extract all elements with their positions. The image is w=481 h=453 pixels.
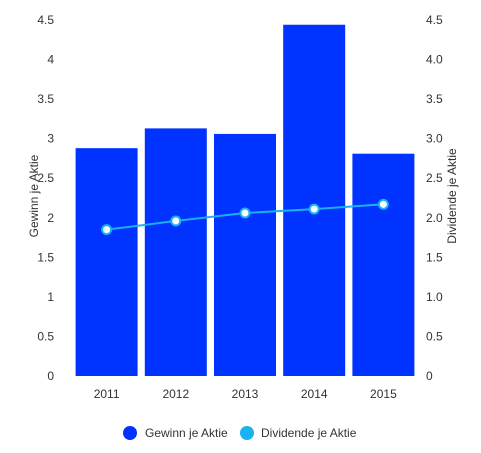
y-tick-label: 2.5: [37, 171, 54, 185]
y2-tick-label: 0.5: [426, 329, 443, 343]
x-tick-label: 2011: [94, 387, 120, 401]
x-tick-label: 2015: [370, 387, 397, 401]
y-tick-label: 4.5: [37, 13, 54, 27]
y2-tick-label: 1.0: [426, 290, 443, 304]
bar-2015: [352, 153, 415, 376]
y-tick-label: 0: [47, 369, 54, 383]
y-tick-label: 2: [47, 211, 54, 225]
y2-tick-label: 2.0: [426, 211, 443, 225]
bar-2013: [214, 133, 276, 376]
y2-tick-label: 4.5: [426, 13, 443, 27]
bar-2011: [75, 148, 138, 376]
x-axis-ticks: 2011 2012 2013 2014 2015: [94, 387, 397, 401]
y2-tick-label: 1.5: [426, 250, 443, 264]
y2-tick-label: 0: [426, 369, 433, 383]
legend-item-dividende[interactable]: Dividende je Aktie: [240, 426, 357, 440]
y-tick-label: 3.5: [37, 92, 54, 106]
y-tick-label: 0.5: [37, 329, 54, 343]
x-tick-label: 2013: [232, 387, 259, 401]
y-tick-label: 1.5: [37, 250, 54, 264]
y2-tick-label: 3.5: [426, 92, 443, 106]
dividend-point-2013: [239, 207, 251, 219]
dividend-point-2014: [308, 203, 320, 215]
y2-tick-label: 3.0: [426, 132, 443, 146]
y2-tick-label: 2.5: [426, 171, 443, 185]
line-series-group: [101, 198, 389, 236]
y2-axis-label: Dividende je Aktie: [445, 148, 459, 244]
legend-label-dividende: Dividende je Aktie: [261, 426, 357, 440]
bar-2012: [144, 128, 207, 376]
dividend-point-2015: [377, 198, 389, 210]
x-tick-label: 2012: [162, 387, 189, 401]
y-tick-label: 1: [47, 290, 54, 304]
legend-marker-gewinn: [123, 426, 137, 440]
y-axis-ticks: 0 0.5 1 1.5 2 2.5 3 3.5 4 4.5: [37, 13, 54, 383]
dividend-point-2012: [170, 215, 182, 227]
y-tick-label: 3: [47, 132, 54, 146]
y-tick-label: 4: [47, 53, 54, 67]
x-tick-label: 2014: [301, 387, 328, 401]
dividend-point-2011: [101, 224, 113, 236]
bar-2014: [283, 24, 346, 376]
legend-marker-dividende: [240, 426, 254, 440]
bar-series-group: [75, 24, 415, 376]
y2-axis-ticks: 0 0.5 1.0 1.5 2.0 2.5 3.0 3.5 4.0 4.5: [426, 13, 443, 383]
legend: Gewinn je Aktie Dividende je Aktie: [123, 426, 357, 440]
legend-label-gewinn: Gewinn je Aktie: [145, 426, 228, 440]
legend-item-gewinn[interactable]: Gewinn je Aktie: [123, 426, 228, 440]
y2-tick-label: 4.0: [426, 53, 443, 67]
y-axis-label: Gewinn je Aktie: [27, 154, 41, 237]
